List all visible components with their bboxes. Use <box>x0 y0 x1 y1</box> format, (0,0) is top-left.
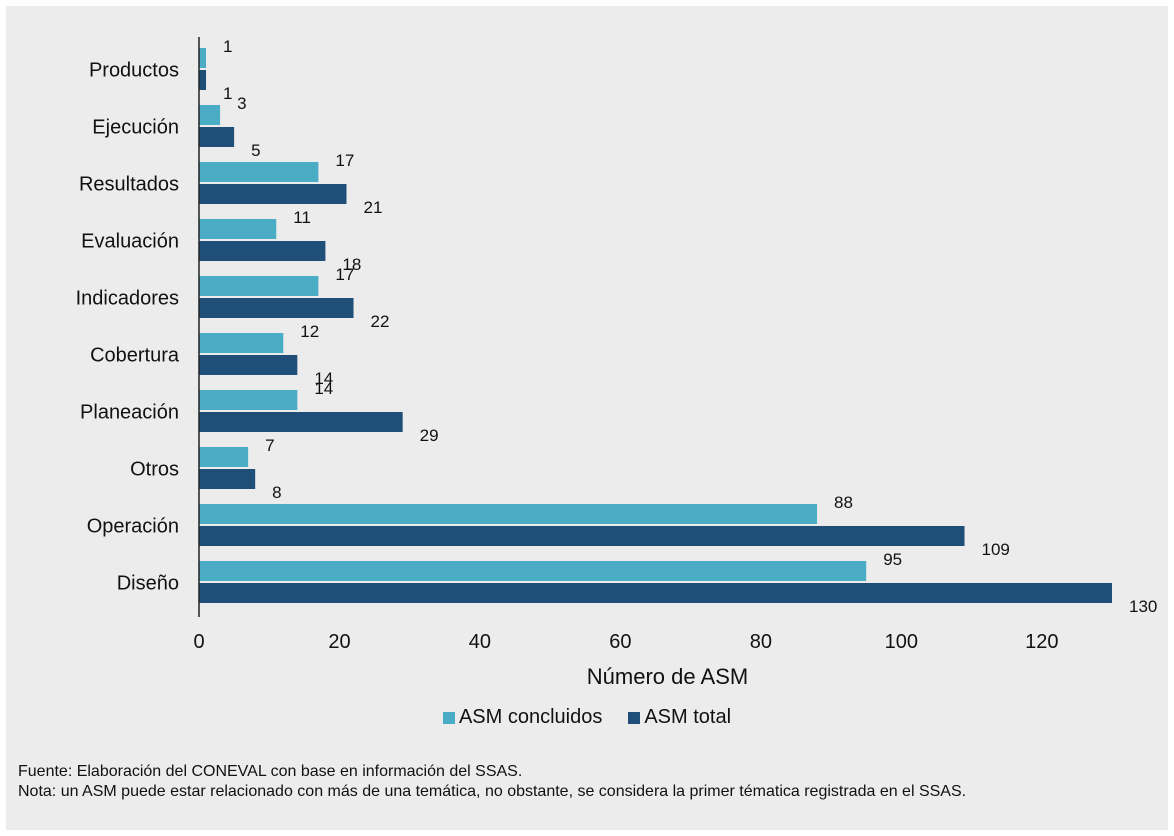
value-label-concluidos-resultados: 17 <box>335 151 354 170</box>
category-label-planeacion: Planeación <box>80 402 179 424</box>
legend-label-concluidos: ASM concluidos <box>458 706 603 728</box>
value-label-concluidos-diseno: 95 <box>883 550 902 569</box>
category-label-resultados: Resultados <box>79 174 179 196</box>
legend-item-concluidos: ASM concluidos <box>442 706 603 729</box>
value-label-concluidos-operacion: 88 <box>834 493 853 512</box>
bar-chart: Productos11Ejecución35Resultados1721Eval… <box>76 37 1157 689</box>
source-note: Fuente: Elaboración del CONEVAL con base… <box>18 763 523 780</box>
value-label-concluidos-evaluacion: 11 <box>293 208 311 227</box>
category-label-cobertura: Cobertura <box>90 345 180 367</box>
category-label-operacion: Operación <box>87 516 179 538</box>
value-label-total-indicadores: 22 <box>371 312 390 331</box>
value-label-concluidos-planeacion: 14 <box>314 379 333 398</box>
category-label-ejecucion: Ejecución <box>92 117 179 139</box>
x-axis-title: Número de ASM <box>587 664 748 689</box>
category-label-evaluacion: Evaluación <box>81 231 179 253</box>
bar-concluidos-operacion <box>199 504 818 524</box>
bar-concluidos-evaluacion <box>199 219 277 239</box>
x-tick-label: 80 <box>750 631 772 653</box>
legend-item-total: ASM total <box>628 706 731 729</box>
value-label-total-operacion: 109 <box>982 540 1010 559</box>
value-label-concluidos-ejecucion: 3 <box>237 94 246 113</box>
bar-total-otros <box>199 469 256 489</box>
x-tick-label: 120 <box>1025 631 1058 653</box>
legend-swatch-concluidos <box>442 711 455 724</box>
category-label-otros: Otros <box>130 459 179 481</box>
bar-concluidos-productos <box>199 48 207 68</box>
category-label-diseno: Diseño <box>117 573 179 595</box>
value-label-total-otros: 8 <box>272 483 281 502</box>
bar-total-ejecucion <box>199 127 235 147</box>
bar-total-indicadores <box>199 298 354 318</box>
category-label-productos: Productos <box>89 60 179 82</box>
value-label-total-planeacion: 29 <box>420 426 439 445</box>
bar-concluidos-cobertura <box>199 333 284 353</box>
chart-panel: Productos 1 1 Ejecución 3 5 Resultados 17 21 Eval… <box>6 6 1168 830</box>
value-label-total-ejecucion: 5 <box>251 141 260 160</box>
bar-concluidos-resultados <box>199 162 319 182</box>
bar-total-resultados <box>199 184 347 204</box>
value-label-concluidos-productos: 1 <box>223 37 232 56</box>
explanatory-note: Nota: un ASM puede estar relacionado con… <box>18 783 967 800</box>
bar-total-cobertura <box>199 355 298 375</box>
value-label-total-evaluacion: 18 <box>342 255 361 274</box>
bar-total-planeacion <box>199 412 403 432</box>
bar-total-operacion <box>199 526 965 546</box>
bar-concluidos-planeacion <box>199 390 298 410</box>
bar-concluidos-otros <box>199 447 249 467</box>
bar-concluidos-diseno <box>199 561 867 581</box>
legend-swatch-total <box>628 711 641 724</box>
x-tick-label: 100 <box>885 631 918 653</box>
value-label-concluidos-cobertura: 12 <box>300 322 319 341</box>
x-tick-label: 20 <box>328 631 350 653</box>
value-label-concluidos-otros: 7 <box>265 436 274 455</box>
footnotes: Fuente: Elaboración del CONEVAL con base… <box>18 762 1160 802</box>
value-label-total-cobertura: 14 <box>314 369 333 388</box>
legend: ASM concluidos ASM total <box>6 706 1168 729</box>
value-label-concluidos-indicadores: 17 <box>335 265 354 284</box>
legend-label-total: ASM total <box>644 706 732 728</box>
value-label-total-resultados: 21 <box>363 198 382 217</box>
bar-total-diseno <box>199 583 1112 603</box>
bar-concluidos-indicadores <box>199 276 319 296</box>
value-label-total-productos: 1 <box>223 84 232 103</box>
category-label-indicadores: Indicadores <box>76 288 179 310</box>
value-label-total-diseno: 130 <box>1129 597 1157 616</box>
bar-concluidos-ejecucion <box>199 105 221 125</box>
x-tick-label: 0 <box>193 631 204 653</box>
bar-total-productos <box>199 70 207 90</box>
bar-total-evaluacion <box>199 241 326 261</box>
x-tick-label: 60 <box>609 631 631 653</box>
x-tick-label: 40 <box>469 631 491 653</box>
